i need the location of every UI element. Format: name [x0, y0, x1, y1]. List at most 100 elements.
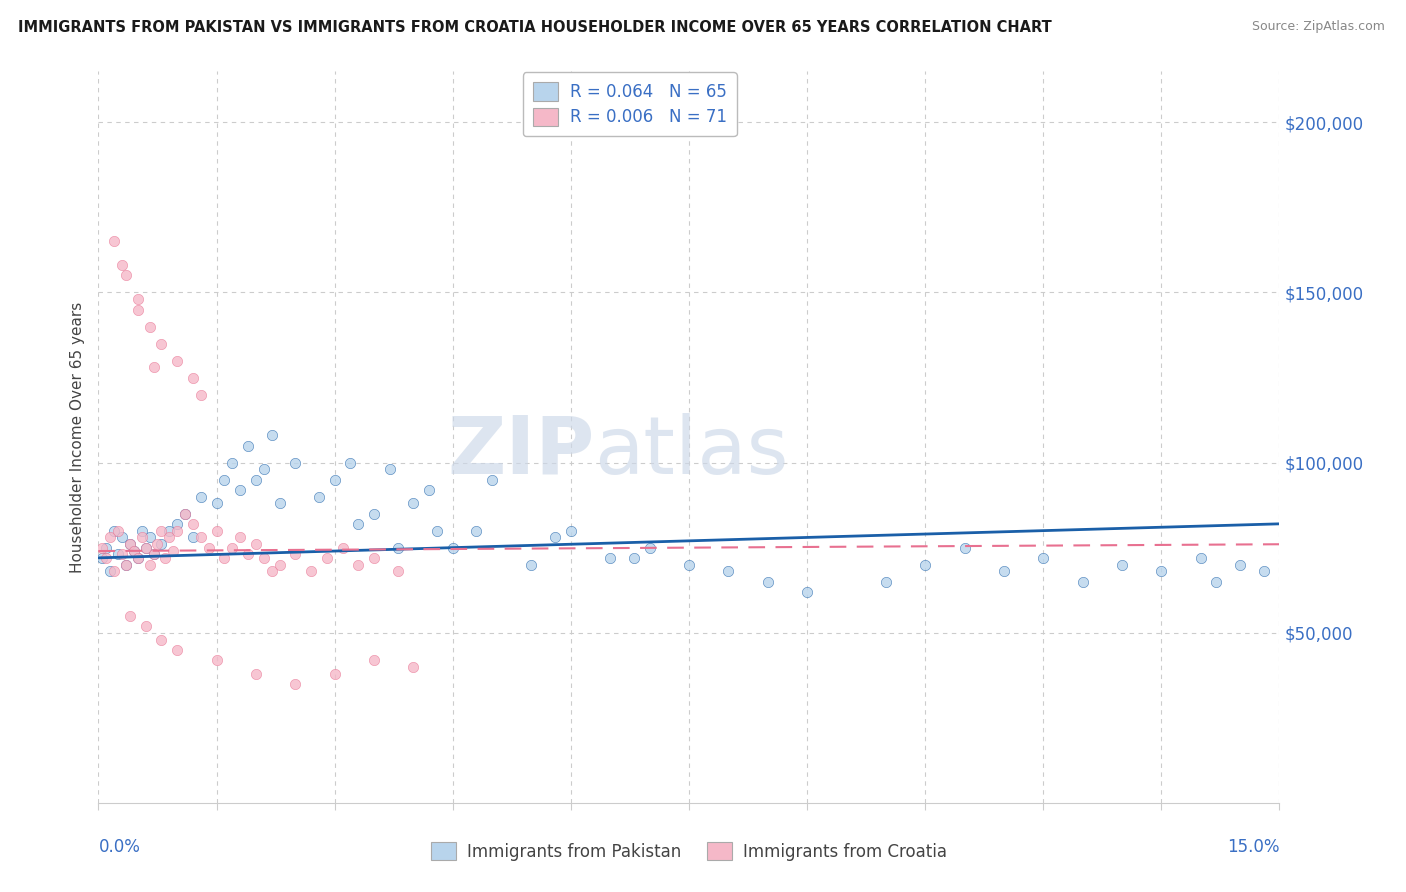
Point [1253, 565, 1275, 579]
Point [205, 524, 228, 538]
Point [221, 541, 243, 555]
Point [138, 558, 160, 572]
Point [481, 473, 503, 487]
Point [131, 524, 153, 538]
Point [138, 531, 160, 545]
Point [236, 548, 259, 562]
Point [142, 360, 165, 375]
Point [103, 524, 125, 538]
Point [157, 531, 180, 545]
Point [1032, 550, 1054, 565]
Point [339, 456, 361, 470]
Point [387, 541, 409, 555]
Point [127, 302, 149, 317]
Point [993, 565, 1015, 579]
Point [402, 659, 425, 673]
Text: Source: ZipAtlas.com: Source: ZipAtlas.com [1251, 20, 1385, 33]
Point [103, 235, 125, 249]
Point [127, 550, 149, 565]
Point [638, 541, 661, 555]
Point [229, 483, 252, 497]
Point [157, 524, 180, 538]
Point [146, 537, 169, 551]
Point [111, 531, 134, 545]
Point [253, 550, 276, 565]
Point [623, 550, 645, 565]
Point [111, 548, 134, 562]
Point [190, 387, 212, 401]
Point [269, 496, 291, 510]
Point [122, 544, 145, 558]
Point [269, 558, 291, 572]
Point [91, 550, 114, 565]
Point [260, 428, 283, 442]
Point [107, 524, 129, 538]
Point [245, 537, 267, 551]
Point [717, 565, 740, 579]
Point [229, 531, 252, 545]
Point [98, 565, 121, 579]
Point [378, 462, 401, 476]
Point [363, 653, 385, 667]
Point [166, 353, 188, 368]
Point [245, 473, 267, 487]
Point [162, 544, 184, 558]
Point [315, 550, 337, 565]
Text: 0.0%: 0.0% [98, 838, 141, 855]
Point [284, 677, 307, 691]
Point [181, 531, 204, 545]
Point [363, 507, 385, 521]
Point [205, 496, 228, 510]
Point [1189, 550, 1212, 565]
Point [332, 541, 354, 555]
Point [166, 642, 188, 657]
Point [135, 619, 157, 633]
Point [1229, 558, 1251, 572]
Y-axis label: Householder Income Over 65 years: Householder Income Over 65 years [70, 301, 86, 573]
Point [678, 558, 700, 572]
Point [98, 531, 121, 545]
Point [465, 524, 488, 538]
Point [875, 574, 897, 589]
Point [127, 293, 149, 307]
Text: IMMIGRANTS FROM PAKISTAN VS IMMIGRANTS FROM CROATIA HOUSEHOLDER INCOME OVER 65 Y: IMMIGRANTS FROM PAKISTAN VS IMMIGRANTS F… [18, 20, 1052, 35]
Point [118, 608, 141, 623]
Point [253, 462, 276, 476]
Point [599, 550, 621, 565]
Point [214, 473, 236, 487]
Point [205, 653, 228, 667]
Point [181, 516, 204, 531]
Point [1205, 574, 1227, 589]
Point [150, 632, 173, 647]
Point [181, 370, 204, 384]
Point [96, 541, 118, 555]
Point [402, 496, 425, 510]
Point [166, 516, 188, 531]
Point [111, 258, 134, 272]
Point [135, 541, 157, 555]
Point [118, 537, 141, 551]
Point [299, 565, 322, 579]
Point [107, 548, 129, 562]
Text: 15.0%: 15.0% [1227, 838, 1279, 855]
Point [118, 537, 141, 551]
Point [1071, 574, 1094, 589]
Point [190, 490, 212, 504]
Point [441, 541, 464, 555]
Point [323, 473, 346, 487]
Point [138, 319, 160, 334]
Point [284, 548, 307, 562]
Point [236, 439, 259, 453]
Point [174, 507, 197, 521]
Point [103, 565, 125, 579]
Point [122, 544, 145, 558]
Point [127, 550, 149, 565]
Point [150, 336, 173, 351]
Point [135, 541, 157, 555]
Point [544, 531, 567, 545]
Point [197, 541, 219, 555]
Point [796, 585, 818, 599]
Text: atlas: atlas [595, 413, 789, 491]
Point [914, 558, 936, 572]
Point [347, 558, 370, 572]
